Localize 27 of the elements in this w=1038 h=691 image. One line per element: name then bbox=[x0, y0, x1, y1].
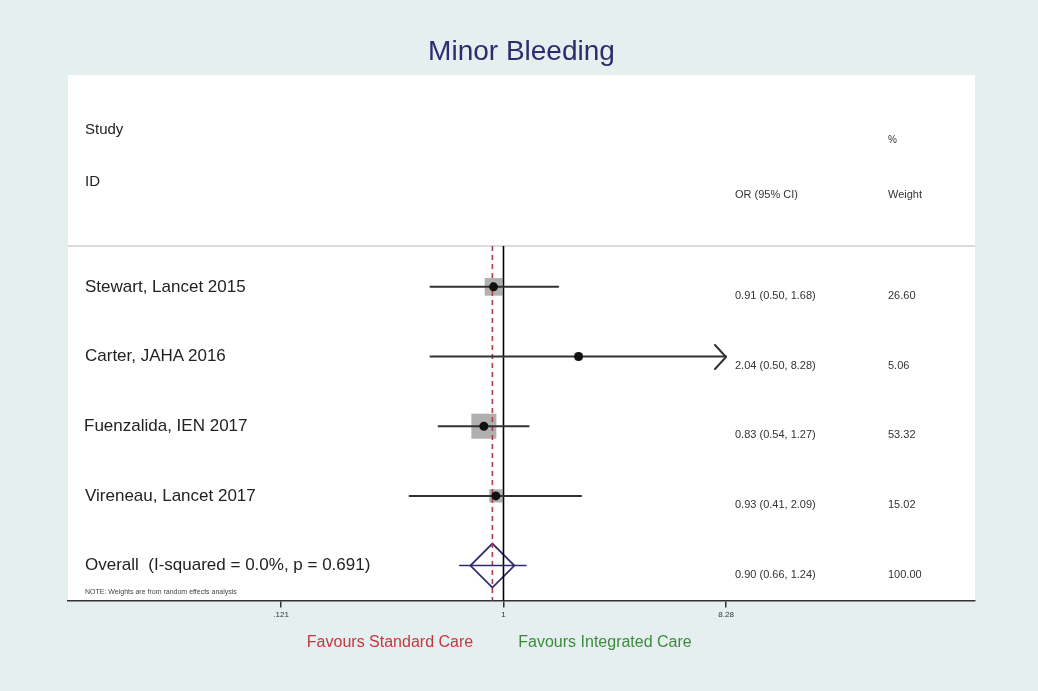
x-tick-label: 8.28 bbox=[718, 610, 735, 620]
annotation: 2.04 (0.50, 8.28) bbox=[735, 358, 816, 371]
chart-title: Minor Bleeding bbox=[428, 34, 615, 66]
annotation: 5.06 bbox=[888, 358, 910, 371]
text: Weight bbox=[888, 188, 923, 201]
text: ID bbox=[85, 172, 101, 190]
text: Favours Integrated Care bbox=[518, 633, 692, 651]
annotation: 0.90 (0.66, 1.24) bbox=[735, 567, 816, 580]
annotation: 0.91 (0.50, 1.68) bbox=[735, 288, 816, 301]
text: % bbox=[888, 133, 897, 145]
annotation: 0.93 (0.41, 2.09) bbox=[735, 497, 816, 510]
annotation: 100.00 bbox=[888, 567, 922, 580]
point bbox=[469, 542, 516, 589]
x-tick-label: 1 bbox=[501, 610, 507, 620]
y-tick-label: Overall (I-squared = 0.0%, p = 0.691) bbox=[85, 555, 371, 575]
text: OR (95% CI) bbox=[735, 188, 798, 201]
y-tick-label: Fuenzalida, IEN 2017 bbox=[84, 415, 248, 435]
annotation: 15.02 bbox=[888, 497, 916, 510]
x-tick-label: .121 bbox=[273, 610, 290, 620]
annotation: 0.83 (0.54, 1.27) bbox=[735, 428, 816, 441]
text: Study bbox=[85, 120, 124, 138]
y-tick-label: Vireneau, Lancet 2017 bbox=[85, 485, 256, 505]
text: Favours Standard Care bbox=[306, 633, 474, 651]
y-tick-label: Stewart, Lancet 2015 bbox=[85, 276, 246, 296]
annotation: 26.60 bbox=[888, 288, 916, 301]
y-tick-label: Carter, JAHA 2016 bbox=[85, 346, 226, 366]
annotation: 53.32 bbox=[888, 428, 916, 441]
